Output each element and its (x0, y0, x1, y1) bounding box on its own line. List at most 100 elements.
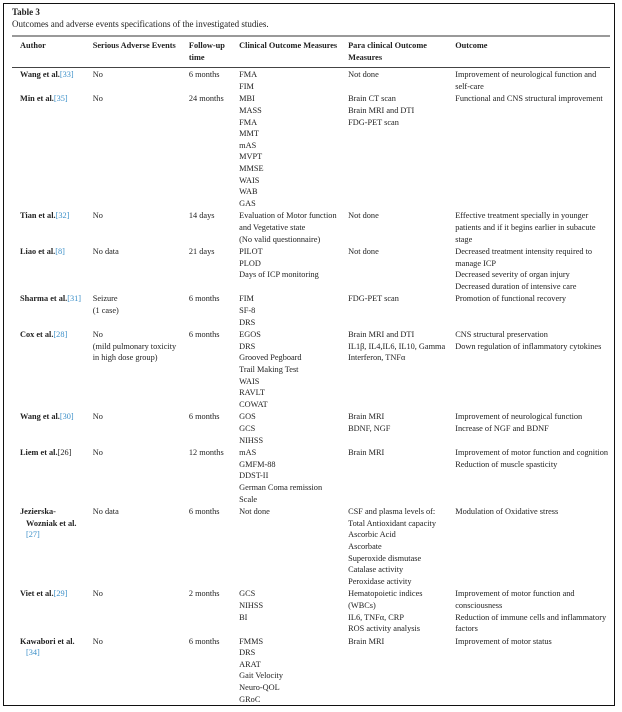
outcome-cell-line: Improvement of motor function and cognit… (455, 448, 608, 458)
paraclinical-measures-cell-line: (WBCs) (348, 600, 376, 610)
paraclinical-measures-cell: Not done (340, 209, 447, 245)
reference-link[interactable]: [27] (26, 530, 40, 540)
author-cell: Kawabori et al. [34] (12, 635, 85, 705)
serious-adverse-events-cell: Seizure (1 case) (85, 292, 181, 328)
reference-link[interactable]: [29] (53, 589, 68, 599)
author-cell: Cox et al.[28] (12, 328, 85, 410)
author-cell: Sharma et al.[31] (12, 292, 85, 328)
paraclinical-measures-cell-line: IL1β, IL4,IL6, IL10, Gamma (348, 341, 446, 351)
clinical-measures-cell: PILOT PLOD Days of ICP monitoring (231, 245, 340, 292)
table-caption: Outcomes and adverse events specificatio… (12, 19, 269, 29)
clinical-measures-cell-line: mAS (239, 140, 257, 150)
outcome-cell-line: Reduction of muscle spasticity (455, 459, 558, 469)
serious-adverse-events-cell: No (85, 446, 181, 505)
clinical-measures-cell-line: Evaluation of Motor function (239, 211, 337, 221)
clinical-measures-cell-line: BI (239, 612, 248, 622)
clinical-measures-cell-line: mAS (239, 448, 257, 458)
follow-up-cell: 2 months (188, 589, 220, 599)
paraclinical-measures-cell-line: Ascorbic Acid (348, 530, 396, 540)
serious-adverse-events-cell: No (mild pulmonary toxicity in high dose g… (85, 328, 181, 410)
clinical-measures-cell-line: FMA (239, 70, 258, 80)
outcome-cell-line: consciousness (455, 600, 503, 610)
paraclinical-measures-cell-line: BDNF, NGF (348, 424, 391, 433)
paraclinical-measures-cell-line: FDG-PET scan (348, 294, 399, 304)
table-figure: Table 3 Outcomes and adverse events spec… (3, 3, 615, 706)
clinical-measures-cell-line: GMFM-88 (239, 459, 276, 469)
author-cell: Wang et al.[33] (12, 68, 85, 93)
clinical-measures-cell-line: MMT (239, 129, 259, 139)
author-name: Liao et al. (20, 247, 56, 257)
header-paraclinical-outcome-measures: Para clinical Outcome Measures (340, 35, 448, 69)
paraclinical-measures-cell-line: Peroxidase activity (348, 576, 412, 586)
table-row: Sharma et al.[31] Seizure (1 case) 6 months… (12, 292, 610, 328)
reference-link[interactable]: [8] (55, 247, 65, 257)
clinical-measures-cell: Evaluation of Motor function and Vegetati… (231, 209, 340, 245)
serious-adverse-events-cell-line: No (92, 211, 103, 221)
serious-adverse-events-cell-line: Seizure (92, 294, 118, 304)
follow-up-cell: 6 months (188, 507, 220, 517)
serious-adverse-events-cell: No (85, 587, 181, 634)
outcome-cell-line: Reduction of immune cells and inflammato… (455, 612, 607, 622)
clinical-measures-cell-line: ARAT (239, 659, 261, 669)
paraclinical-measures-cell: Hematopoietic indices (WBCs) IL6, TNFα, CR… (340, 587, 447, 634)
paraclinical-measures-cell-line: Not done (348, 247, 379, 257)
author-name: Wang et al. (20, 412, 60, 422)
author-cell: Tian et al.[32] (12, 209, 85, 245)
reference-link[interactable]: [28] (53, 330, 68, 340)
reference-link[interactable]: [32] (55, 211, 70, 221)
follow-up-cell: 6 months (188, 412, 220, 422)
outcome-cell: Improvement of motor status (447, 635, 610, 705)
clinical-measures-cell: Not done (231, 505, 340, 587)
paraclinical-measures-cell-line: Brain MRI (348, 448, 385, 458)
paraclinical-measures-cell-line: Not done (348, 70, 379, 80)
reference-link[interactable]: [35] (53, 94, 68, 104)
reference-link[interactable]: [34] (26, 648, 40, 658)
author-name: Kawabori et al. (20, 636, 75, 646)
clinical-measures-cell: FMA FIM (231, 68, 340, 93)
header-outcome: Outcome (447, 35, 610, 69)
clinical-measures-cell-line: Days of ICP monitoring (239, 270, 319, 280)
author-cell: Liem et al.[26] (12, 446, 85, 505)
paraclinical-measures-cell-line: Catalase activity (348, 565, 404, 575)
author-name: Min et al. (20, 94, 54, 104)
paraclinical-measures-cell-line: Brain MRI (348, 636, 385, 646)
follow-up-cell: 12 months (188, 448, 224, 458)
clinical-measures-cell-line: Neuro-QOL (239, 683, 280, 693)
clinical-measures-cell-line: PLOD (239, 258, 261, 268)
clinical-measures-cell-line: (No valid questionnaire) (239, 234, 321, 244)
clinical-measures-cell-line: NIHSS (239, 600, 264, 610)
outcome-cell-line: patients and if it begins earlier in sub… (455, 222, 596, 232)
serious-adverse-events-cell-line: No (92, 412, 103, 422)
author-name: Sharma et al. (20, 294, 68, 304)
reference-link[interactable]: [30] (59, 412, 74, 422)
reference-link[interactable]: [31] (67, 294, 82, 304)
clinical-measures-cell-line: WAIS (239, 376, 260, 386)
author-cell: Jezierska- Wozniak et al. [27] (12, 505, 85, 587)
clinical-measures-cell: MBI MASS FMA MMT mAS MVPT MMSE WAIS WAB GAS (231, 92, 340, 209)
clinical-measures-cell-line: GCS (239, 424, 256, 433)
clinical-measures-cell-line: and Vegetative state (239, 222, 306, 232)
outcome-cell-line: Decreased treatment intensity required t… (455, 247, 593, 257)
table-row: Cox et al.[28] No (mild pulmonary toxicity… (12, 328, 610, 410)
reference-link[interactable]: [33] (59, 70, 74, 80)
table-row: Liem et al.[26] No 12 months mAS GMFM-88 DDST… (12, 446, 610, 505)
clinical-measures-cell-line: GOS (239, 412, 256, 422)
clinical-measures-cell-line: German Coma remission (239, 482, 323, 492)
paraclinical-measures-cell: FDG-PET scan (340, 292, 447, 328)
outcome-cell: Improvement of neurological function and… (447, 68, 610, 93)
header-author: Author (12, 35, 85, 69)
clinical-measures-cell-line: FMMS (239, 636, 264, 646)
follow-up-cell: 14 days (188, 211, 215, 221)
outcome-cell-line: Increase of NGF and BDNF (455, 424, 549, 433)
table-row: Tian et al.[32] No 14 days Evaluation of Mo… (12, 209, 610, 245)
table-row: Wang et al.[30] No 6 months GOS GCS NIHSS Brai… (12, 410, 610, 446)
serious-adverse-events-cell-line: (mild pulmonary toxicity (92, 341, 177, 351)
author-name: Wang et al. (20, 70, 60, 80)
table-row: Liao et al.[8] No data 21 days PILOT PLOD Day… (12, 245, 610, 292)
clinical-measures-cell-line: Grooved Pegboard (239, 353, 302, 363)
author-cell: Viet et al.[29] (12, 587, 85, 634)
serious-adverse-events-cell-line: in high dose group) (92, 353, 158, 363)
follow-up-cell: 21 days (188, 247, 215, 257)
author-name: Liem et al. (20, 448, 58, 458)
clinical-measures-cell-line: EGOS (239, 330, 261, 340)
